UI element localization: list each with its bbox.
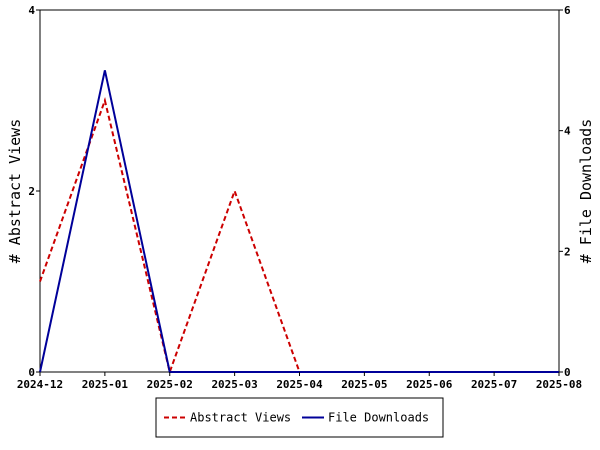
left-tick-label: 4 xyxy=(28,4,35,17)
x-tick-label: 2025-02 xyxy=(147,378,193,391)
x-tick-label: 2025-07 xyxy=(471,378,517,391)
right-tick-label: 2 xyxy=(564,245,571,258)
legend-label: File Downloads xyxy=(328,411,429,425)
right-axis-title: # File Downloads xyxy=(577,119,595,264)
left-axis-title: # Abstract Views xyxy=(6,119,24,264)
left-tick-label: 2 xyxy=(28,185,35,198)
x-tick-label: 2025-08 xyxy=(536,378,582,391)
left-tick-label: 0 xyxy=(28,366,35,379)
legend-label: Abstract Views xyxy=(190,411,291,425)
right-tick-label: 0 xyxy=(564,366,571,379)
plot-area xyxy=(39,9,560,373)
x-tick-label: 2024-12 xyxy=(17,378,63,391)
legend: Abstract Views File Downloads xyxy=(155,397,444,438)
right-tick-label: 4 xyxy=(564,125,571,138)
x-tick-label: 2025-05 xyxy=(341,378,387,391)
x-tick-label: 2025-06 xyxy=(406,378,453,391)
x-tick-label: 2025-03 xyxy=(211,378,257,391)
x-tick-label: 2025-01 xyxy=(82,378,129,391)
plot-frame xyxy=(39,9,560,373)
axes-layer: 2024-12 2025-01 2025-02 2025-03 2025-04 2025-… xyxy=(6,4,595,391)
x-tick-label: 2025-04 xyxy=(276,378,323,391)
right-tick-label: 6 xyxy=(564,4,571,17)
legend-box xyxy=(155,397,444,438)
